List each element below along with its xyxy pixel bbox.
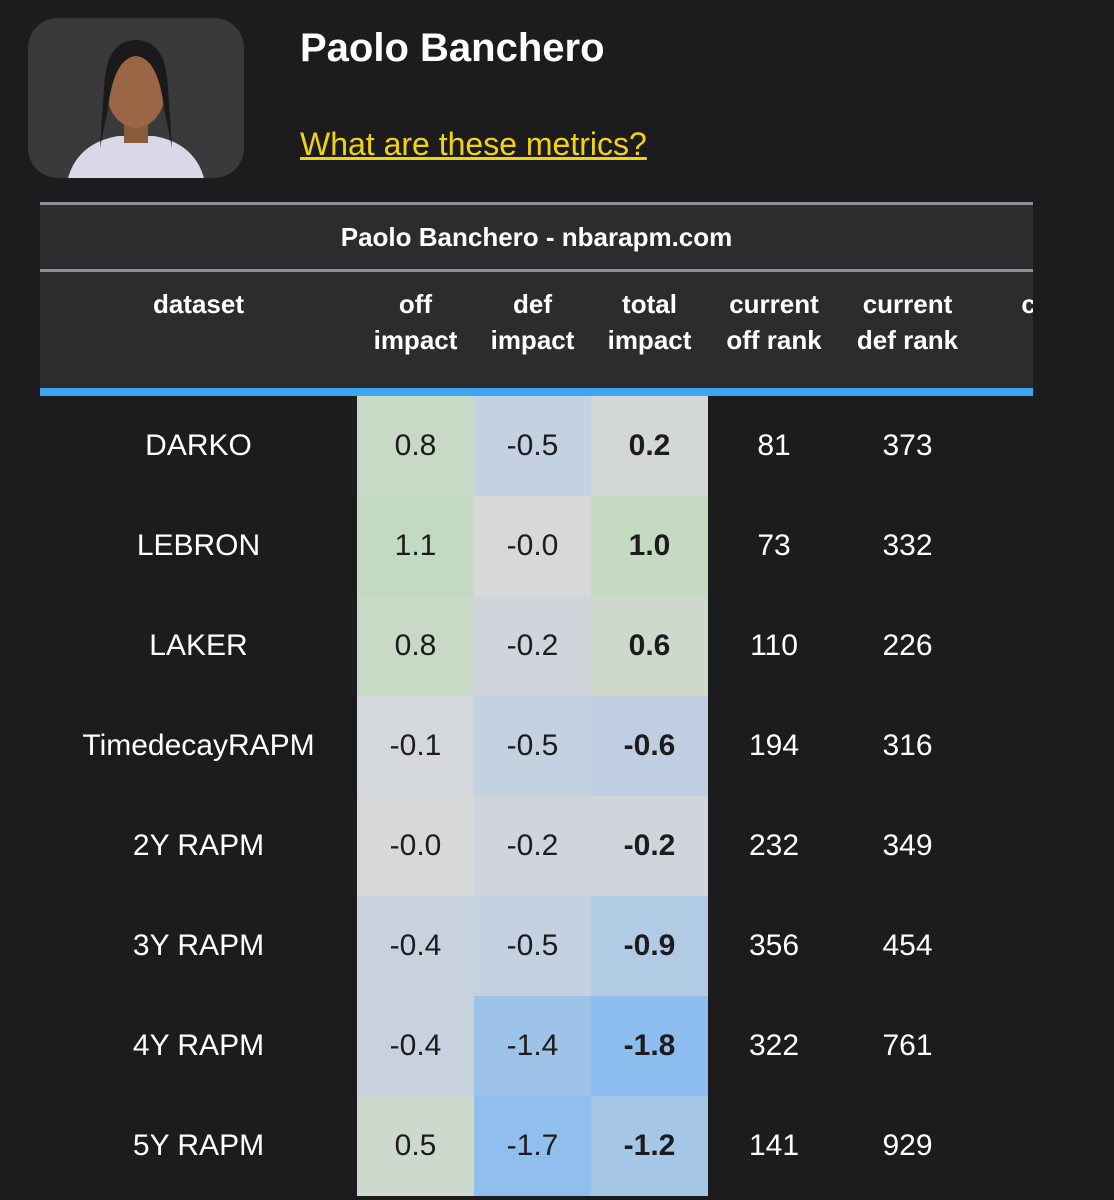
impact-cell: -0.4: [357, 896, 474, 996]
table-row: 4Y RAPM -0.4-1.4-1.8 322 761 63: [40, 996, 1033, 1096]
impact-cell: -0.2: [474, 596, 591, 696]
rank-cell: 349: [882, 829, 933, 862]
rank-cell: 10: [975, 496, 1033, 596]
rank-cell: 73: [757, 529, 791, 562]
rank-cell: 356: [748, 929, 800, 962]
impact-cell: -1.7: [474, 1096, 591, 1196]
column-header: current def rank: [840, 272, 975, 396]
impact-cell: 0.5: [357, 1096, 474, 1196]
jersey: [68, 136, 204, 178]
impact-cell: 0.6: [591, 596, 708, 696]
dataset-cell: TimedecayRAPM: [82, 729, 315, 762]
metrics-link[interactable]: What are these metrics?: [300, 126, 647, 162]
dataset-cell: 5Y RAPM: [132, 1129, 265, 1162]
column-header: def impact: [474, 272, 591, 396]
rank-cell: 332: [882, 529, 933, 562]
impact-cell: -1.8: [591, 996, 708, 1096]
impact-cell: -1.2: [591, 1096, 708, 1196]
table-row: 2Y RAPM-0.0-0.2-0.223234926: [40, 796, 1033, 896]
rank-cell: 232: [748, 829, 800, 862]
rank-cell: 39: [975, 896, 1033, 996]
player-name: Paolo Banchero: [300, 26, 605, 70]
dataset-cell: 3Y RAPM: [132, 929, 265, 962]
column-header: current off rank: [708, 272, 840, 396]
table-row: DARKO 0.8-0.50.2 81 373 15: [40, 392, 1033, 496]
rank-cell: 24: [975, 696, 1033, 796]
rank-cell: 929: [882, 1129, 933, 1162]
table-row: TimedecayRAPM -0.1-0.5-0.6 194 316 24: [40, 696, 1033, 796]
impact-cell: 0.8: [357, 392, 474, 496]
impact-cell: 1.0: [591, 496, 708, 596]
rank-cell: 454: [882, 929, 933, 962]
rank-cell: 761: [882, 1029, 933, 1062]
column-header: total impact: [591, 272, 708, 396]
impact-cell: 1.1: [357, 496, 474, 596]
table-body: DARKO0.8-0.50.28137315LEBRON1.1-0.01.073…: [40, 392, 1033, 1196]
avatar-image: [68, 40, 204, 178]
impact-cell: 0.2: [591, 392, 708, 496]
table-row: 5Y RAPM 0.5-1.7-1.2 141 929 49: [40, 1096, 1033, 1196]
impact-cell: 0.8: [357, 596, 474, 696]
rank-cell: 373: [882, 429, 933, 462]
column-header: cur ra: [975, 272, 1033, 396]
rank-cell: 14: [975, 596, 1033, 696]
player-avatar: [28, 18, 244, 178]
header-row: dataset off impact def impact total impact c…: [40, 272, 1033, 396]
face: [106, 48, 166, 128]
table-row: 3Y RAPM -0.4-0.5-0.9 356 454 39: [40, 896, 1033, 996]
column-header: dataset: [40, 272, 357, 396]
impact-cell: -0.1: [357, 696, 474, 796]
rank-cell: 226: [882, 629, 933, 662]
impact-cell: -0.5: [474, 896, 591, 996]
table-row: LEBRON 1.1-0.01.0 73 332 10: [40, 496, 1033, 596]
impact-cell: -0.5: [474, 696, 591, 796]
impact-cell: -0.2: [474, 796, 591, 896]
rank-cell: 26: [975, 796, 1033, 896]
rank-cell: 316: [882, 729, 933, 762]
rank-cell: 49: [975, 1096, 1033, 1196]
impact-cell: -0.6: [591, 696, 708, 796]
rank-cell: 141: [748, 1129, 800, 1162]
table-row: LAKER 0.8-0.20.6 110 226 14: [40, 596, 1033, 696]
impact-cell: -0.2: [591, 796, 708, 896]
table-container: Paolo Banchero - nbarapm.com dataset off …: [40, 202, 1033, 1200]
dataset-cell: LAKER: [149, 629, 248, 662]
hair: [100, 40, 172, 148]
dataset-cell: DARKO: [145, 429, 252, 462]
impact-cell: -0.4: [357, 996, 474, 1096]
impact-cell: -0.5: [474, 392, 591, 496]
column-header: off impact: [357, 272, 474, 396]
impact-cell: -0.9: [591, 896, 708, 996]
rank-cell: 15: [975, 392, 1033, 496]
rank-cell: 63: [975, 996, 1033, 1096]
dataset-cell: LEBRON: [136, 529, 261, 562]
dataset-cell: 4Y RAPM: [132, 1029, 265, 1062]
table-caption: Paolo Banchero - nbarapm.com: [40, 202, 1033, 272]
dataset-cell: 2Y RAPM: [132, 829, 265, 862]
impact-cell: -0.0: [474, 496, 591, 596]
rank-cell: 194: [748, 729, 800, 762]
impact-cell: -1.4: [474, 996, 591, 1096]
rank-cell: 322: [748, 1029, 800, 1062]
metrics-table: dataset off impact def impact total impact c…: [40, 272, 1033, 1196]
impact-cell: -0.0: [357, 796, 474, 896]
rank-cell: 110: [750, 629, 798, 662]
rank-cell: 81: [757, 429, 791, 462]
